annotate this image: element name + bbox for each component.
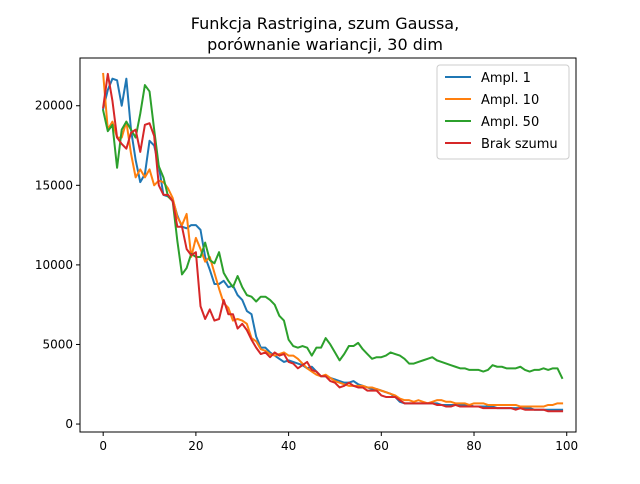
series-line-2 — [101, 84, 564, 380]
legend-box — [436, 64, 570, 160]
legend: Ampl. 1 Ampl. 10 Ampl. 50 Brak szumu — [436, 64, 570, 160]
x-tick-label: 80 — [466, 439, 481, 453]
x-tick-label: 60 — [374, 439, 389, 453]
legend-label-1: Ampl. 10 — [481, 93, 539, 108]
series-line-1 — [102, 72, 564, 408]
chart-subtitle: porównanie wariancji, 30 dim — [207, 35, 443, 54]
series-line-3 — [102, 72, 564, 413]
y-tick-label: 15000 — [35, 178, 73, 192]
plot-area: 0 20 40 60 80 100 0 5000 10000 15000 20000 — [35, 57, 578, 453]
legend-label-2: Ampl. 50 — [481, 115, 539, 130]
x-tick-label: 20 — [188, 439, 203, 453]
y-tick-label: 5000 — [42, 337, 73, 351]
x-tick-label: 100 — [555, 439, 578, 453]
y-tick-label: 0 — [65, 417, 73, 431]
y-tick-label: 20000 — [35, 99, 73, 113]
legend-label-3: Brak szumu — [481, 137, 558, 152]
chart-title: Funkcja Rastrigina, szum Gaussa, — [191, 14, 459, 33]
legend-label-0: Ampl. 1 — [481, 71, 531, 86]
axes-frame — [79, 57, 577, 433]
x-tick-label: 40 — [281, 439, 296, 453]
y-tick-label: 10000 — [35, 258, 73, 272]
x-tick-label: 0 — [99, 439, 107, 453]
